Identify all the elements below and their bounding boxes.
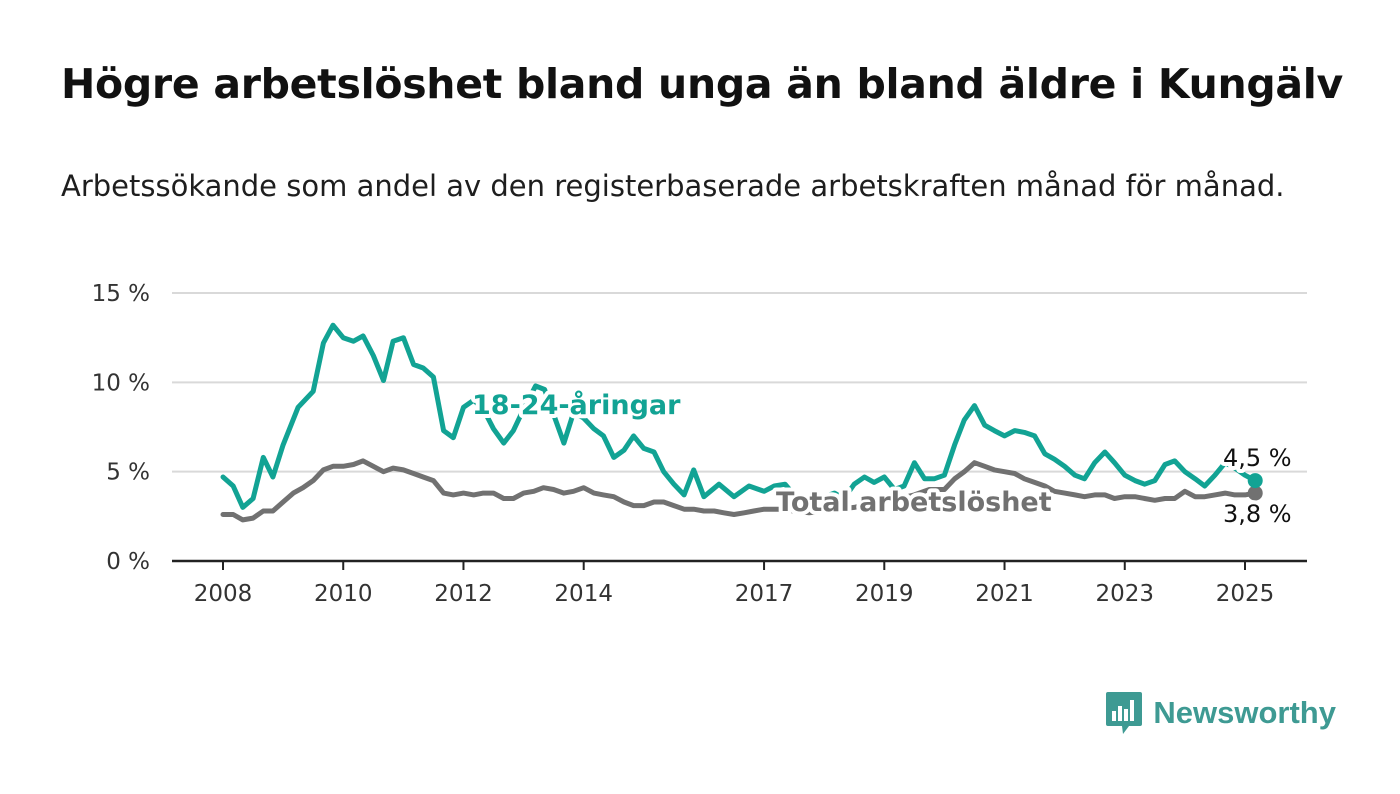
newsworthy-logo: Newsworthy	[1105, 690, 1336, 736]
x-tick-label: 2017	[735, 581, 794, 607]
series-line-youth	[220, 322, 1258, 510]
gridlines	[172, 292, 1307, 473]
x-tick-label: 2021	[975, 581, 1034, 607]
x-tick-label: 2010	[314, 581, 373, 607]
end-value-youth-halo: 4,5 %	[1223, 444, 1292, 472]
series-line-total	[220, 458, 1258, 523]
brand-name: Newsworthy	[1153, 695, 1336, 730]
y-tick-label: 15 %	[92, 281, 150, 307]
end-marker-youth	[1247, 473, 1263, 489]
series-label-youth: 18-24-åringar	[472, 389, 681, 421]
series-label-total: Total arbetslöshet	[776, 487, 1052, 518]
y-tick-label: 0 %	[106, 549, 150, 575]
series-label-youth-halo: 18-24-åringar	[472, 389, 681, 421]
series-label-total-halo: Total arbetslöshet	[776, 487, 1052, 518]
bar-chart-icon	[1106, 692, 1143, 734]
end-value-total: 3,8 %	[1223, 500, 1292, 528]
end-marker-total	[1247, 485, 1263, 501]
chart-subtitle: Arbetssökande som andel av den registerb…	[61, 169, 1285, 203]
x-tick-label: 2014	[554, 581, 613, 607]
y-tick-label: 10 %	[92, 370, 150, 396]
x-tick-label: 2012	[434, 581, 493, 607]
x-tick-label: 2019	[855, 581, 914, 607]
y-axis: 0 % 5 % 10 % 15 %	[92, 281, 150, 575]
x-tick-label: 2023	[1095, 581, 1154, 607]
x-tick-label: 2025	[1216, 581, 1275, 607]
series-lines	[220, 322, 1263, 523]
chart-title: Högre arbetslöshet bland unga än bland ä…	[61, 60, 1343, 108]
end-value-youth: 4,5 %	[1223, 444, 1292, 472]
end-value-total-halo: 3,8 %	[1223, 500, 1292, 528]
x-axis: 2008 2010 2012 2014 2017 2019 2021 2023 2025	[172, 559, 1307, 607]
y-tick-label: 5 %	[106, 460, 150, 486]
x-tick-label: 2008	[194, 581, 253, 607]
